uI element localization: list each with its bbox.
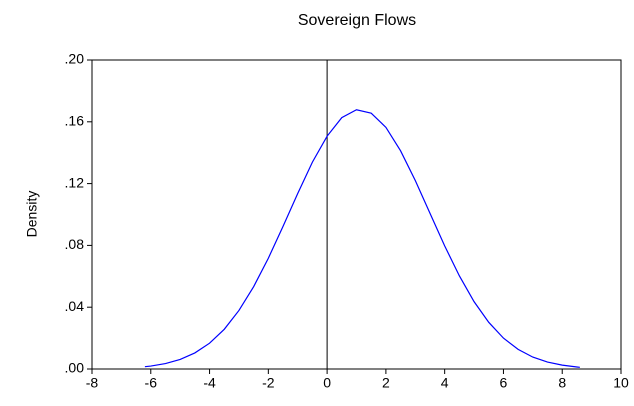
x-tick-label: -2 — [262, 375, 275, 391]
chart-title: Sovereign Flows — [298, 12, 416, 29]
x-tick-label: 6 — [500, 375, 508, 391]
x-tick-label: 0 — [323, 375, 331, 391]
y-tick-label: .04 — [65, 298, 85, 314]
x-tick-label: -8 — [86, 375, 99, 391]
density-line — [144, 109, 580, 368]
x-tick-label: -4 — [203, 375, 216, 391]
x-tick-label: -6 — [145, 375, 158, 391]
x-tick-label: 10 — [613, 375, 629, 391]
y-tick-label: .20 — [65, 51, 85, 67]
x-tick-label: 4 — [441, 375, 449, 391]
y-tick-label: .00 — [65, 360, 85, 376]
y-tick-label: .16 — [65, 113, 85, 129]
y-tick-label: .12 — [65, 174, 85, 190]
plot-frame — [91, 59, 622, 370]
x-tick-label: 8 — [558, 375, 566, 391]
y-axis-label: Density — [24, 191, 40, 238]
y-tick-label: .08 — [65, 236, 85, 252]
x-tick-label: 2 — [382, 375, 390, 391]
